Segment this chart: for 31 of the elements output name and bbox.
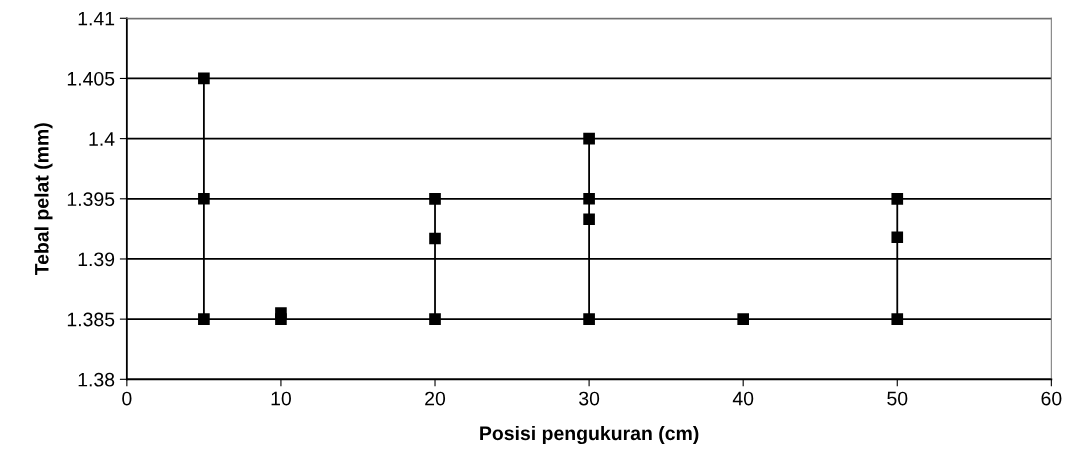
x-tick-label: 40 bbox=[732, 391, 754, 406]
x-tick-label: 0 bbox=[122, 391, 132, 406]
x-tick-label: 50 bbox=[887, 391, 908, 406]
y-axis-title: Tebal pelat (mm) bbox=[34, 123, 53, 276]
point bbox=[429, 192, 441, 205]
y-tick-label: 1.395 bbox=[67, 192, 115, 207]
point bbox=[429, 232, 441, 245]
y-tick-label: 1.39 bbox=[78, 252, 115, 267]
point bbox=[583, 213, 595, 226]
point bbox=[429, 313, 441, 325]
point bbox=[198, 192, 210, 205]
y-tick-label: 1.4 bbox=[89, 132, 115, 146]
y-tick-label: 1.405 bbox=[67, 71, 115, 86]
point bbox=[583, 192, 595, 205]
point bbox=[198, 313, 210, 325]
point bbox=[198, 72, 210, 85]
point bbox=[583, 132, 595, 145]
point bbox=[891, 231, 904, 244]
x-tick-label: 20 bbox=[425, 391, 446, 406]
point bbox=[583, 313, 595, 325]
point bbox=[737, 313, 749, 325]
x-tick-label: 60 bbox=[1041, 391, 1062, 406]
point bbox=[891, 192, 904, 205]
y-tick-label: 1.38 bbox=[78, 372, 115, 387]
point bbox=[891, 313, 904, 325]
x-tick-label: 10 bbox=[271, 391, 291, 406]
x-axis-title: Posisi pengukuran (cm) bbox=[480, 425, 699, 445]
y-tick-label: 1.385 bbox=[67, 312, 115, 327]
x-tick-label: 30 bbox=[579, 391, 600, 406]
point bbox=[275, 313, 287, 325]
y-tick-label: 1.41 bbox=[78, 11, 115, 26]
